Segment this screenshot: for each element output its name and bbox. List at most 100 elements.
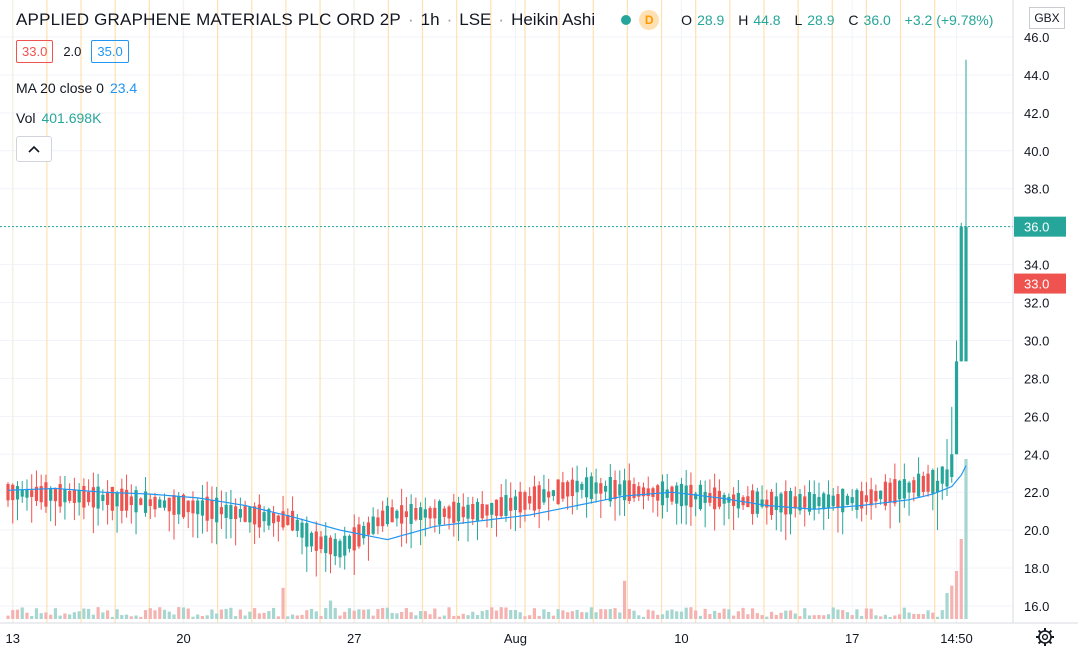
- volume-bar: [798, 616, 802, 619]
- candle-body: [717, 490, 721, 507]
- candle-body: [362, 525, 366, 539]
- volume-bar: [599, 609, 603, 619]
- candle-body: [926, 473, 930, 492]
- candle-body: [874, 490, 878, 502]
- candle-body: [158, 499, 162, 508]
- volume-bar: [148, 608, 152, 619]
- candle-body: [883, 481, 887, 506]
- candle-body: [537, 485, 541, 509]
- volume-bar: [290, 614, 295, 619]
- volume-bar: [959, 539, 963, 619]
- volume-bar: [58, 615, 62, 619]
- symbol-title[interactable]: APPLIED GRAPHENE MATERIALS PLC ORD 2P: [16, 10, 401, 29]
- volume-indicator-legend[interactable]: Vol 401.698K: [16, 110, 101, 126]
- volume-bar: [224, 608, 228, 619]
- candle-body: [684, 485, 688, 506]
- volume-bar: [281, 587, 285, 619]
- volume-bar: [646, 609, 650, 619]
- volume-bar: [442, 615, 446, 619]
- candle-body: [698, 484, 703, 510]
- candle-body: [30, 490, 34, 497]
- volume-bar: [528, 615, 532, 619]
- candle-body: [779, 493, 783, 513]
- candle-body: [82, 485, 86, 508]
- volume-bar: [713, 610, 717, 619]
- candle-body: [205, 496, 209, 521]
- candle-body: [167, 497, 171, 512]
- candle-body: [96, 486, 100, 509]
- chart-style-label[interactable]: Heikin Ashi: [511, 10, 596, 29]
- volume-bar: [72, 612, 76, 619]
- candle-body: [352, 527, 356, 551]
- candle-body: [755, 491, 759, 514]
- candle-body: [110, 486, 114, 511]
- candle-body: [371, 516, 375, 534]
- candle-body: [765, 499, 769, 508]
- gear-icon[interactable]: [1034, 626, 1056, 648]
- candle-body: [347, 535, 352, 549]
- candle-body: [437, 501, 442, 525]
- volume-bar: [665, 610, 669, 619]
- volume-bar: [490, 607, 494, 619]
- interval-label[interactable]: 1h: [420, 10, 440, 29]
- volume-bar: [409, 612, 413, 619]
- chart-header: APPLIED GRAPHENE MATERIALS PLC ORD 2P · …: [16, 8, 998, 32]
- candle-body: [675, 485, 679, 504]
- volume-bar: [395, 613, 399, 619]
- candle-body: [826, 494, 831, 508]
- currency-button[interactable]: GBX: [1029, 7, 1065, 29]
- price-tick-label: 24.0: [1024, 447, 1049, 462]
- volume-bar: [594, 612, 598, 619]
- candle-body: [788, 490, 793, 515]
- volume-bar: [822, 615, 826, 619]
- volume-bar: [864, 608, 869, 619]
- candle-body: [528, 496, 532, 504]
- volume-bar: [343, 611, 347, 619]
- volume-bar: [561, 610, 565, 619]
- bid-button[interactable]: 33.0: [16, 40, 54, 63]
- candle-body: [750, 490, 755, 514]
- ask-button[interactable]: 35.0: [91, 40, 129, 63]
- candle-body: [253, 506, 257, 525]
- volume-bar: [82, 608, 86, 619]
- volume-bar: [679, 611, 684, 619]
- volume-bar: [210, 609, 214, 619]
- price-tick-label: 44.0: [1024, 68, 1049, 83]
- volume-bar: [286, 616, 290, 619]
- volume-bar: [371, 615, 375, 619]
- candle-body: [210, 499, 214, 519]
- collapse-legend-button[interactable]: [16, 136, 52, 162]
- candle-body: [964, 226, 968, 362]
- candle-body: [622, 480, 627, 501]
- candle-body: [395, 510, 399, 519]
- volume-bar: [622, 580, 627, 619]
- candle-body: [551, 490, 555, 497]
- candle-body: [860, 491, 864, 509]
- candle-body: [262, 512, 266, 522]
- candle-body: [162, 500, 167, 508]
- volume-bar: [243, 615, 247, 619]
- candle-body: [888, 482, 892, 503]
- volume-bar: [637, 615, 641, 619]
- candle-body: [87, 491, 91, 503]
- volume-bar: [750, 608, 755, 619]
- candle-body: [921, 475, 925, 492]
- candle-body: [803, 496, 807, 508]
- volume-bar: [556, 609, 560, 619]
- volume-bar: [708, 613, 712, 619]
- volume-bar: [39, 613, 43, 619]
- candle-body: [400, 505, 404, 524]
- volume-bar: [96, 607, 100, 619]
- price-tick-label: 32.0: [1024, 296, 1049, 311]
- candle-body: [713, 487, 717, 510]
- volume-bar: [456, 615, 461, 619]
- bid-price-tag-box: [1014, 273, 1066, 294]
- candle-body: [817, 496, 821, 507]
- delayed-data-badge[interactable]: D: [639, 10, 660, 30]
- candle-body: [641, 487, 646, 497]
- candle-body: [561, 482, 565, 499]
- volume-bar: [627, 608, 631, 619]
- ma-indicator-legend[interactable]: MA 20 close 0 23.4: [16, 80, 137, 96]
- candle-body: [338, 540, 342, 558]
